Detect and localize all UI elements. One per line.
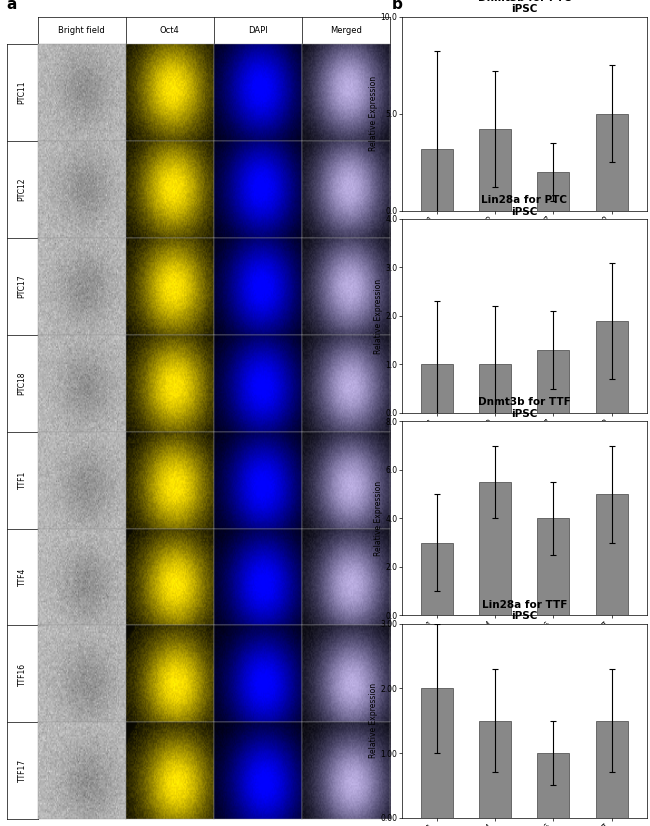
Bar [595,114,628,211]
Text: TTF4: TTF4 [18,567,27,586]
Bar [595,320,628,413]
Bar [538,172,569,211]
Text: PTC17: PTC17 [18,274,27,298]
Bar [538,753,569,818]
Bar [538,350,569,413]
Bar [479,129,511,211]
Bar [595,720,628,818]
Text: Oct4: Oct4 [160,26,179,35]
Bar [421,149,453,211]
Title: Dnmt3b for TTF
iPSC: Dnmt3b for TTF iPSC [478,397,571,419]
Bar [595,494,628,615]
Text: Bright field: Bright field [58,26,105,35]
Title: Dnmt3b for PTC
iPSC: Dnmt3b for PTC iPSC [478,0,571,14]
Bar [479,720,511,818]
Text: Merged: Merged [330,26,362,35]
Text: PTC12: PTC12 [18,178,27,201]
Y-axis label: Relative Expression: Relative Expression [374,278,383,354]
Title: Lin28a for TTF
iPSC: Lin28a for TTF iPSC [482,600,567,621]
Text: PTC11: PTC11 [18,80,27,104]
Y-axis label: Relative Expression: Relative Expression [369,76,378,151]
Text: b: b [392,0,403,12]
Text: a: a [6,0,17,12]
Text: DAPI: DAPI [248,26,268,35]
Text: TTF1: TTF1 [18,471,27,489]
Text: TTF16: TTF16 [18,662,27,686]
Text: PTC18: PTC18 [18,372,27,395]
Bar [421,543,453,615]
Bar [479,364,511,413]
Text: TTF17: TTF17 [18,759,27,782]
Bar [421,364,453,413]
Bar [421,688,453,818]
Bar [538,519,569,615]
Y-axis label: Relative Expression: Relative Expression [369,683,378,758]
Bar [479,482,511,615]
Title: Lin28a for PTC
iPSC: Lin28a for PTC iPSC [481,195,567,216]
Y-axis label: Relative Expression: Relative Expression [374,481,383,556]
